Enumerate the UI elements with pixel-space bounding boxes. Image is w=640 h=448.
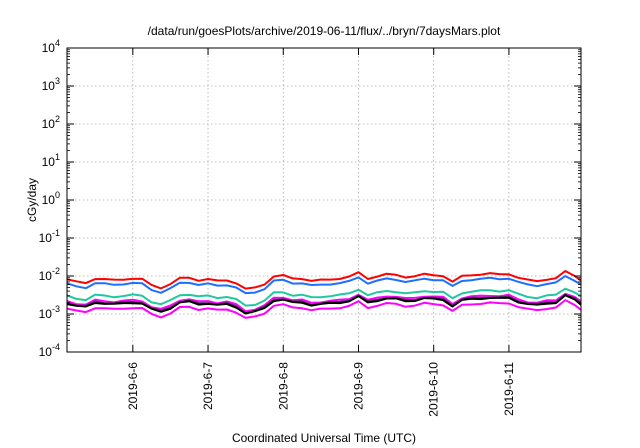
x-tick-label: 2019-6-9	[351, 362, 365, 410]
y-tick-label: 102	[42, 114, 60, 131]
y-tick-label: 101	[42, 152, 60, 169]
y-tick-label: 100	[42, 190, 60, 207]
y-tick-label: 10-1	[39, 228, 60, 245]
x-tick-label: 2019-6-6	[126, 362, 140, 410]
y-tick-label: 104	[42, 38, 60, 55]
series-line	[66, 270, 582, 290]
x-tick-label: 2019-6-8	[276, 362, 290, 410]
y-tick-label: 10-2	[39, 266, 60, 283]
x-axis-ticks: 2019-6-6 2019-6-7 2019-6-8 2019-6-9 2019-6-1…	[126, 48, 516, 417]
x-axis-label: Coordinated Universal Time (UTC)	[232, 431, 416, 445]
y-tick-label: 10-4	[39, 342, 60, 359]
series-line	[66, 287, 582, 307]
x-tick-label: 2019-6-11	[502, 362, 516, 416]
series-layer	[66, 270, 582, 319]
series-line	[66, 292, 582, 313]
series-line	[66, 299, 582, 319]
y-tick-label: 103	[42, 76, 60, 93]
grid	[67, 48, 581, 352]
y-tick-label: 10-3	[39, 304, 60, 321]
x-tick-label: 2019-6-7	[201, 362, 215, 410]
y-axis-label: cGy/day	[25, 178, 39, 222]
series-line	[66, 294, 582, 315]
y-axis-ticks: 10-4 10-3 10-2 10-1 100 101 102 103 104	[39, 38, 581, 359]
chart-title: /data/run/goesPlots/archive/2019-06-11/f…	[148, 24, 501, 38]
x-tick-label: 2019-6-10	[427, 362, 441, 417]
series-line	[66, 275, 582, 295]
